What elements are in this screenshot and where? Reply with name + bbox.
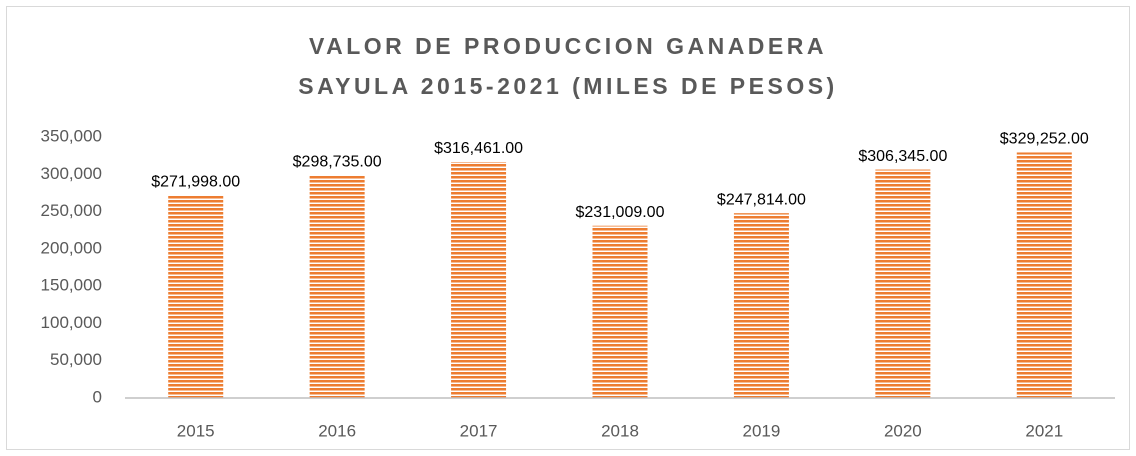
y-tick-label: 300,000 (41, 164, 102, 183)
bar (309, 175, 365, 398)
y-tick-label: 0 (93, 387, 102, 406)
data-label: $316,461.00 (434, 140, 523, 157)
bar (451, 162, 507, 398)
y-tick-label: 250,000 (41, 201, 102, 220)
bar (592, 225, 648, 398)
x-tick-label: 2015 (177, 421, 215, 440)
x-tick-label: 2016 (318, 421, 356, 440)
bar (1016, 152, 1072, 398)
y-tick-label: 50,000 (50, 350, 102, 369)
bar (733, 213, 789, 398)
x-tick-label: 2020 (884, 421, 922, 440)
y-tick-label: 100,000 (41, 313, 102, 332)
y-tick-label: 350,000 (41, 126, 102, 145)
data-label: $231,009.00 (576, 204, 665, 221)
x-tick-label: 2019 (743, 421, 781, 440)
data-label: $247,814.00 (717, 191, 806, 208)
y-tick-label: 150,000 (41, 276, 102, 295)
chart-title: VALOR DE PRODUCCION GANADERA (309, 33, 827, 59)
y-tick-label: 200,000 (41, 238, 102, 257)
data-label: $306,345.00 (858, 148, 947, 165)
x-tick-label: 2021 (1025, 421, 1063, 440)
x-tick-label: 2018 (601, 421, 639, 440)
data-label: $329,252.00 (1000, 131, 1089, 148)
x-tick-label: 2017 (460, 421, 498, 440)
chart-title: SAYULA 2015-2021 (MILES DE PESOS) (298, 73, 837, 99)
data-label: $298,735.00 (293, 153, 382, 170)
bar (168, 195, 224, 398)
bar (875, 169, 931, 398)
data-label: $271,998.00 (151, 173, 240, 190)
